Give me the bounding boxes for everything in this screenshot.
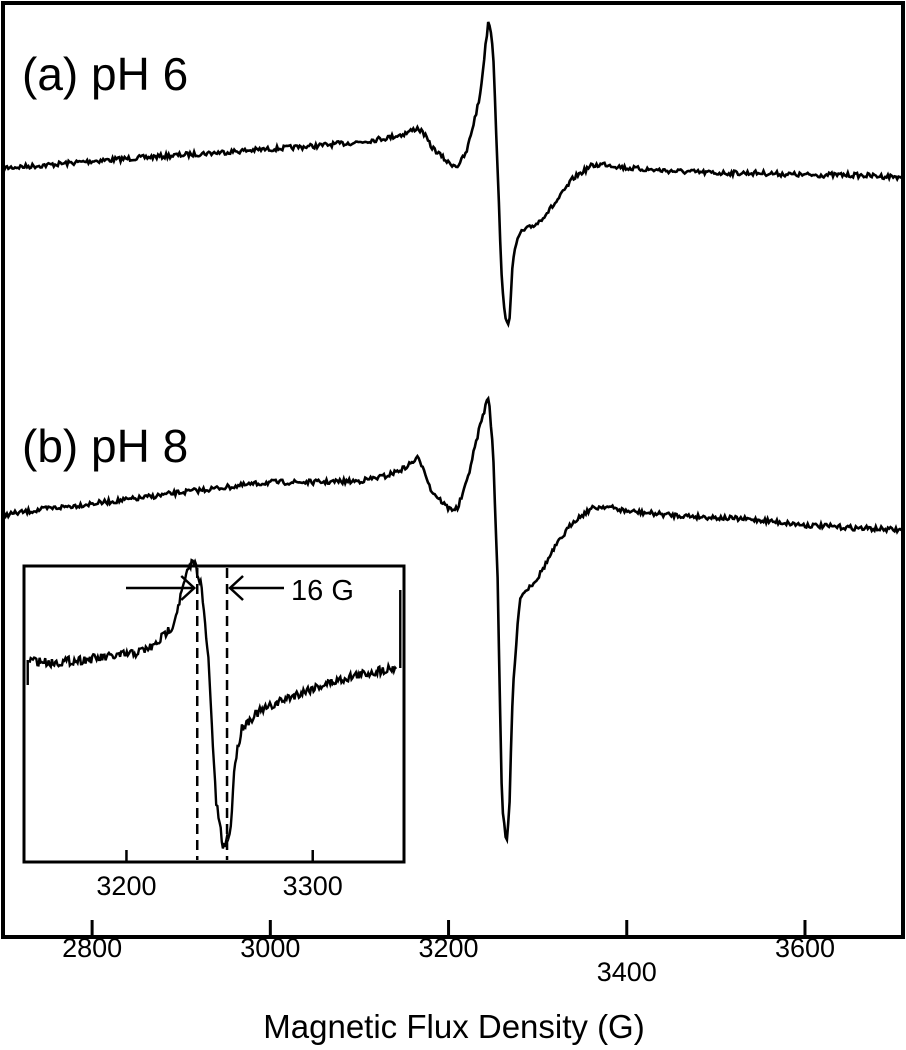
main-trace-labels: (a) pH 6 (b) pH 8 bbox=[22, 48, 188, 472]
trace-line-ph6 bbox=[1, 21, 904, 329]
main-traces bbox=[1, 21, 904, 845]
trace-line-ph8 bbox=[2, 395, 904, 845]
arrow-right-head bbox=[228, 575, 244, 601]
plot-frame bbox=[1, 1, 905, 939]
x-tick-label-3600: 3600 bbox=[775, 933, 835, 963]
inset-x-tick-label-3300: 3300 bbox=[283, 871, 343, 901]
x-tick-label-3200: 3200 bbox=[419, 933, 479, 963]
arrow-left-head bbox=[180, 575, 197, 601]
x-tick-label-2800: 2800 bbox=[62, 933, 122, 963]
linewidth-annotation bbox=[126, 568, 284, 860]
inset-trace-line bbox=[28, 558, 398, 849]
trace-label-a: (a) pH 6 bbox=[22, 48, 188, 100]
inset-frame bbox=[22, 564, 406, 864]
inset-trace bbox=[26, 558, 402, 849]
inset-x-tick-label-3200: 3200 bbox=[96, 871, 156, 901]
trace-label-b: (b) pH 8 bbox=[22, 420, 188, 472]
inset-panel: 3200 3300 16 G bbox=[22, 558, 406, 901]
linewidth-label: 16 G bbox=[291, 575, 354, 607]
x-tick-label-3000: 3000 bbox=[240, 933, 300, 963]
x-tick-label-3400: 3400 bbox=[597, 957, 657, 987]
inset-x-axis: 3200 3300 bbox=[96, 850, 343, 901]
x-axis: 2800 3000 3200 3400 3600 bbox=[62, 920, 835, 987]
x-axis-title: Magnetic Flux Density (G) bbox=[263, 1008, 644, 1045]
